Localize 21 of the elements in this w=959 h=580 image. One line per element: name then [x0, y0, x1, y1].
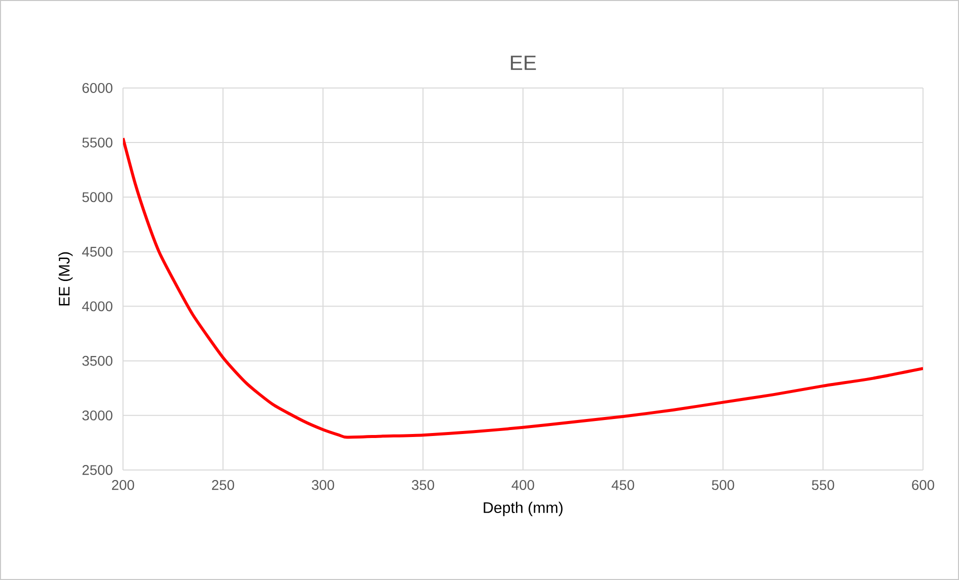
- chart-title: EE: [510, 56, 536, 70]
- y-tick-label: 5000: [82, 192, 112, 202]
- y-tick-label: 2500: [82, 465, 112, 475]
- x-tick-label: 300: [312, 480, 334, 490]
- y-tick-label: 4500: [82, 246, 112, 257]
- x-tick-label: 250: [212, 480, 234, 490]
- x-tick-label: 600: [912, 480, 934, 490]
- x-tick-label: 350: [412, 480, 434, 490]
- line-series: [122, 136, 924, 439]
- y-tick-label: 3500: [82, 356, 112, 366]
- x-tick-label: 200: [112, 480, 134, 490]
- x-tick-label: 550: [812, 480, 834, 490]
- y-tick-label: 4000: [82, 301, 112, 312]
- y-tick-label: 3000: [82, 410, 112, 420]
- y-tick-label: 5500: [82, 138, 112, 148]
- x-tick-label: 450: [612, 480, 634, 490]
- y-tick-label: 6000: [82, 83, 112, 93]
- x-tick-label: 500: [712, 480, 734, 490]
- y-axis-title: EE (MJ): [58, 252, 73, 306]
- x-axis-title: Depth (mm): [484, 502, 563, 516]
- x-tick-label: 400: [512, 480, 534, 490]
